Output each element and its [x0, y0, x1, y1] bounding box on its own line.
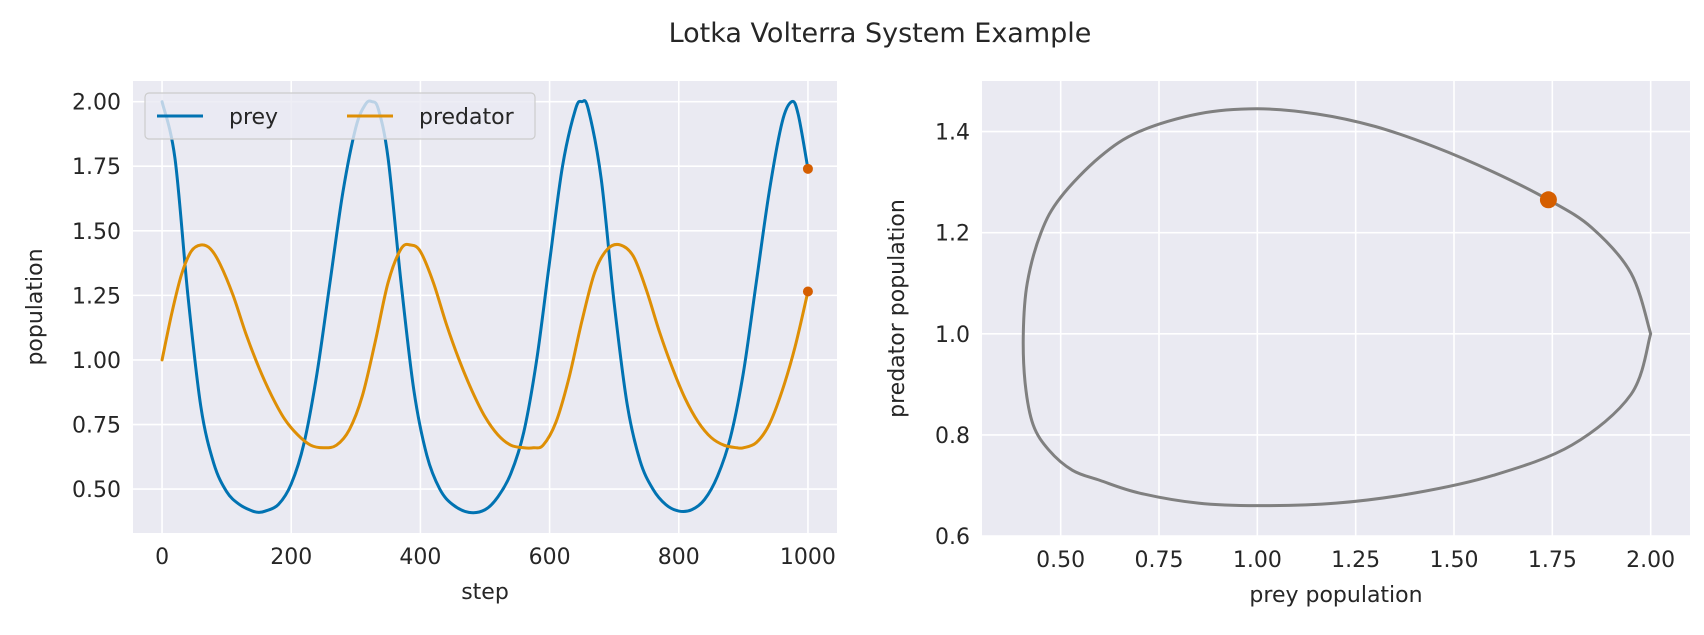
time-series-chart: 0 200 400 600 800 1000 0.50 0.75 1.00 1.25 1.50 1.7… [23, 81, 837, 605]
x-tick-label: 600 [529, 545, 571, 570]
x-tick-label: 1.25 [1331, 548, 1380, 573]
plot-background [982, 81, 1690, 536]
legend-label: prey [229, 105, 278, 130]
x-tick-label: 1.50 [1430, 548, 1479, 573]
y-tick-label: 0.6 [935, 525, 970, 550]
x-tick-label: 2.00 [1626, 548, 1675, 573]
figure-title: Lotka Volterra System Example [669, 18, 1092, 49]
y-tick-label: 1.25 [72, 284, 121, 309]
trajectory-line [1021, 107, 1653, 508]
x-tick-label: 0.50 [1036, 548, 1085, 573]
y-axis-label: predator population [885, 199, 910, 418]
x-axis-label: step [461, 580, 509, 605]
x-tick-label: 400 [399, 545, 441, 570]
x-tick-label: 0 [155, 545, 169, 570]
y-axis-label: population [23, 248, 48, 365]
x-tick-label: 800 [658, 545, 700, 570]
x-tick-label: 200 [270, 545, 312, 570]
plot-background [133, 81, 837, 533]
x-tick-label: 1000 [780, 545, 836, 570]
current-point-marker [1539, 191, 1557, 209]
y-tick-label: 1.4 [935, 121, 970, 146]
y-tick-label: 2.00 [72, 91, 121, 116]
y-tick-label: 0.50 [72, 478, 121, 503]
y-tick-label: 1.2 [935, 222, 970, 247]
y-tick-label: 1.50 [72, 220, 121, 245]
legend-label: predator [419, 105, 515, 130]
current-point-marker [802, 286, 813, 297]
y-tick-label: 0.75 [72, 414, 121, 439]
legend-box [144, 92, 536, 140]
x-axis-label: prey population [1249, 583, 1422, 608]
x-tick-label: 1.00 [1233, 548, 1282, 573]
x-tick-label: 1.75 [1528, 548, 1577, 573]
y-tick-label: 1.75 [72, 155, 121, 180]
series-line-predator [160, 242, 810, 450]
current-point-marker [802, 163, 813, 174]
y-tick-label: 1.0 [935, 323, 970, 348]
y-tick-label: 0.8 [935, 424, 970, 449]
y-tick-label: 1.00 [72, 349, 121, 374]
phase-plot-chart: 0.50 0.75 1.00 1.25 1.50 1.75 2.00 0.6 0.8 1.0 1.2… [885, 81, 1690, 608]
series-line-prey [160, 99, 810, 515]
x-tick-label: 0.75 [1135, 548, 1184, 573]
